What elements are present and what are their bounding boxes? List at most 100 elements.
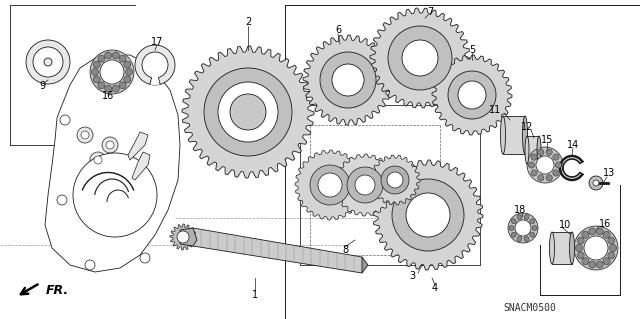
Ellipse shape (570, 232, 575, 264)
Circle shape (142, 52, 168, 78)
Circle shape (574, 226, 618, 270)
Circle shape (81, 131, 89, 139)
Polygon shape (132, 152, 150, 180)
Circle shape (93, 76, 100, 83)
Circle shape (603, 258, 610, 265)
Circle shape (530, 219, 535, 224)
Circle shape (529, 162, 534, 168)
Text: 5: 5 (469, 45, 475, 55)
Circle shape (538, 175, 544, 181)
Polygon shape (370, 155, 420, 205)
Circle shape (347, 167, 383, 203)
Text: 10: 10 (559, 220, 571, 230)
Circle shape (310, 165, 350, 205)
Circle shape (100, 60, 124, 84)
Circle shape (392, 179, 464, 251)
Text: 16: 16 (102, 91, 114, 101)
Circle shape (381, 166, 409, 194)
Circle shape (458, 81, 486, 109)
Text: 11: 11 (489, 105, 501, 115)
Circle shape (320, 52, 376, 108)
Circle shape (538, 149, 544, 155)
Circle shape (575, 244, 582, 251)
Circle shape (124, 76, 131, 83)
Circle shape (112, 52, 119, 59)
Circle shape (517, 236, 522, 241)
Circle shape (85, 260, 95, 270)
Polygon shape (182, 46, 314, 178)
Circle shape (119, 55, 126, 62)
Circle shape (596, 228, 604, 235)
Circle shape (318, 173, 342, 197)
Text: 12: 12 (521, 122, 533, 132)
Circle shape (204, 68, 292, 156)
Text: 7: 7 (427, 7, 433, 17)
Circle shape (531, 154, 537, 160)
Bar (527, 136, 539, 164)
Circle shape (94, 156, 102, 164)
Circle shape (124, 61, 131, 68)
Circle shape (511, 219, 516, 224)
Circle shape (119, 82, 126, 89)
Circle shape (387, 172, 403, 188)
Text: SNACM0500: SNACM0500 (504, 303, 556, 313)
Ellipse shape (500, 116, 506, 154)
Circle shape (105, 85, 112, 92)
Circle shape (556, 162, 562, 168)
Text: 18: 18 (514, 205, 526, 215)
Circle shape (589, 261, 596, 268)
Polygon shape (295, 150, 365, 220)
Circle shape (73, 153, 157, 237)
Ellipse shape (550, 232, 554, 264)
Circle shape (589, 228, 596, 235)
Circle shape (577, 237, 584, 244)
Circle shape (105, 52, 112, 59)
Circle shape (517, 215, 522, 219)
Circle shape (135, 45, 175, 85)
Ellipse shape (522, 116, 527, 154)
Text: 3: 3 (409, 271, 415, 281)
Wedge shape (150, 65, 160, 85)
Polygon shape (303, 35, 393, 125)
Bar (503, 116, 525, 154)
Circle shape (106, 141, 114, 149)
Text: 8: 8 (342, 245, 348, 255)
Bar (552, 232, 572, 264)
Circle shape (524, 236, 529, 241)
Circle shape (33, 47, 63, 77)
Circle shape (608, 237, 615, 244)
Circle shape (530, 232, 535, 237)
Circle shape (177, 231, 189, 243)
Circle shape (609, 244, 616, 251)
Circle shape (140, 253, 150, 263)
Polygon shape (432, 55, 512, 135)
Circle shape (230, 94, 266, 130)
Text: FR.: FR. (46, 285, 69, 298)
Circle shape (90, 50, 134, 94)
Circle shape (603, 231, 610, 238)
Polygon shape (180, 228, 365, 273)
Circle shape (218, 82, 278, 142)
Circle shape (532, 226, 537, 230)
Circle shape (332, 64, 364, 96)
Circle shape (593, 180, 599, 186)
Polygon shape (362, 257, 368, 273)
Polygon shape (128, 132, 148, 160)
Polygon shape (373, 160, 483, 270)
Circle shape (102, 137, 118, 153)
Ellipse shape (525, 136, 529, 164)
Circle shape (531, 170, 537, 176)
Text: 14: 14 (567, 140, 579, 150)
Circle shape (448, 71, 496, 119)
Circle shape (98, 55, 105, 62)
Text: 17: 17 (151, 37, 163, 47)
Circle shape (406, 193, 450, 237)
Text: 13: 13 (603, 168, 615, 178)
Text: 1: 1 (252, 290, 258, 300)
Circle shape (402, 40, 438, 76)
Circle shape (596, 261, 604, 268)
Circle shape (355, 175, 375, 195)
Circle shape (93, 61, 100, 68)
Circle shape (582, 231, 589, 238)
Circle shape (92, 69, 99, 76)
